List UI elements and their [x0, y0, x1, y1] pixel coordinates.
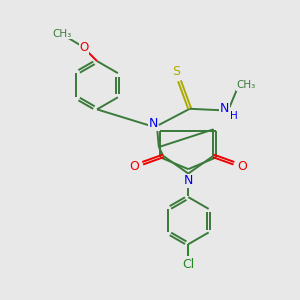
Text: Cl: Cl	[182, 258, 194, 271]
Text: O: O	[79, 41, 88, 54]
Text: N: N	[184, 174, 193, 188]
Text: CH₃: CH₃	[52, 29, 71, 39]
Text: H: H	[230, 110, 238, 121]
Text: N: N	[148, 117, 158, 130]
Text: N: N	[220, 102, 229, 115]
Text: O: O	[237, 160, 247, 173]
Text: CH₃: CH₃	[236, 80, 255, 90]
Text: S: S	[172, 65, 181, 79]
Text: O: O	[130, 160, 139, 173]
